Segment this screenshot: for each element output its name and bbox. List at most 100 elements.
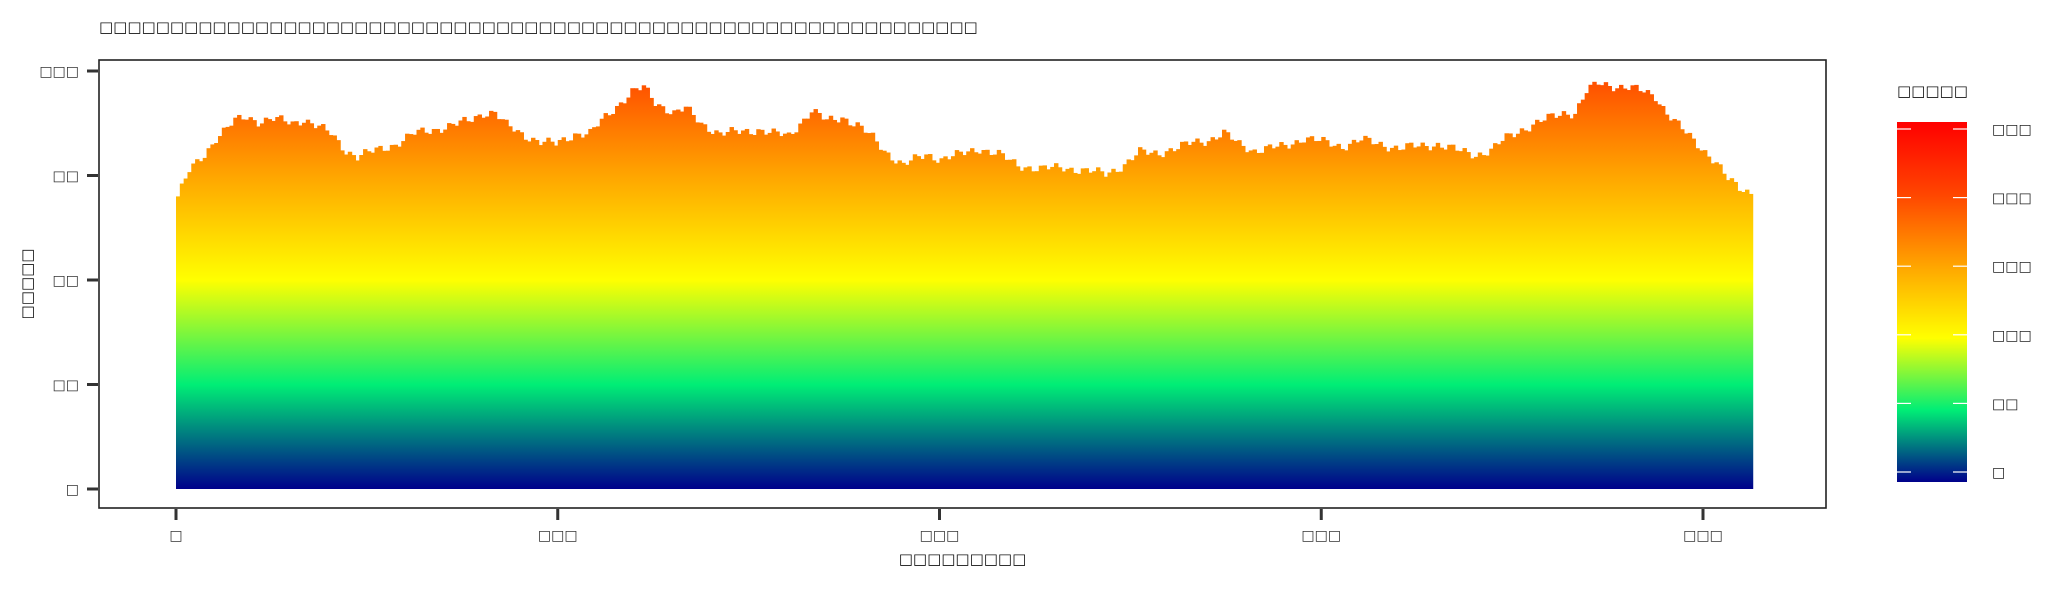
bar xyxy=(760,129,765,489)
bar xyxy=(1069,167,1074,490)
bar xyxy=(1325,140,1330,490)
bar xyxy=(1046,169,1051,489)
bar xyxy=(1260,152,1265,489)
bar xyxy=(1405,143,1410,489)
bar xyxy=(523,139,528,489)
bar xyxy=(1218,137,1223,490)
bar xyxy=(263,117,269,489)
bar xyxy=(1294,140,1299,489)
bar xyxy=(179,183,185,489)
bar xyxy=(1340,148,1345,489)
bar xyxy=(1439,147,1445,490)
bar xyxy=(1725,180,1731,489)
bar xyxy=(794,132,799,489)
bar xyxy=(1004,159,1009,490)
bar xyxy=(1336,143,1341,489)
y-axis: □□□□□□□□□□ xyxy=(39,64,98,498)
bar xyxy=(786,132,792,489)
bar xyxy=(191,163,196,489)
bar xyxy=(805,118,811,490)
bar xyxy=(886,152,891,489)
colorbar-tick-label: □□ xyxy=(1992,396,2018,412)
bar xyxy=(1054,163,1059,489)
bar xyxy=(1244,152,1250,489)
bar xyxy=(939,158,944,490)
bar xyxy=(1592,81,1597,489)
bar xyxy=(1061,171,1067,489)
bar xyxy=(599,118,605,489)
bar xyxy=(389,144,395,489)
bar xyxy=(195,159,200,490)
bar xyxy=(1496,144,1502,489)
bar xyxy=(301,122,307,490)
bar xyxy=(744,128,750,490)
bar xyxy=(221,127,227,489)
bar xyxy=(546,137,551,490)
bar xyxy=(1458,151,1464,489)
bar xyxy=(1172,151,1177,489)
bar xyxy=(416,129,421,489)
bar xyxy=(351,155,357,489)
bar xyxy=(996,149,1002,490)
bar xyxy=(431,128,437,489)
bar xyxy=(214,143,219,489)
bar xyxy=(1557,115,1563,490)
bar xyxy=(1252,149,1257,489)
bar xyxy=(343,154,349,490)
bar xyxy=(756,129,761,489)
bar xyxy=(1645,90,1651,490)
x-tick-label: □□□ xyxy=(1301,528,1341,544)
bar xyxy=(977,153,983,489)
bar xyxy=(462,116,467,490)
bar xyxy=(1332,145,1338,489)
bar xyxy=(198,161,204,489)
bar xyxy=(458,120,463,489)
bar xyxy=(240,119,246,489)
bar xyxy=(710,133,715,490)
bar xyxy=(1588,84,1593,489)
bar xyxy=(378,145,383,489)
bar xyxy=(1363,135,1368,489)
bar xyxy=(385,150,391,490)
bar xyxy=(447,123,452,489)
bar xyxy=(1351,139,1357,489)
bar xyxy=(1073,172,1078,489)
bar xyxy=(790,133,796,489)
bar xyxy=(1000,153,1005,489)
bar xyxy=(286,124,292,489)
bar xyxy=(1435,142,1441,490)
bar xyxy=(439,132,444,489)
bar xyxy=(889,160,895,490)
bar xyxy=(1271,148,1277,489)
bar xyxy=(1527,131,1532,489)
bar xyxy=(1710,163,1716,490)
bar xyxy=(401,141,406,489)
bar xyxy=(256,126,261,489)
bar xyxy=(1305,137,1311,490)
bar xyxy=(1221,129,1227,489)
bar xyxy=(1237,140,1242,489)
bar xyxy=(1233,140,1238,489)
bar xyxy=(210,144,215,489)
x-axis: □ □□□ □□□ □□□ □□□ xyxy=(169,509,1723,544)
bar xyxy=(1512,137,1517,489)
y-tick-label: □ xyxy=(66,482,79,498)
bar xyxy=(1206,141,1212,490)
bar xyxy=(1141,149,1147,489)
x-tick-label: □□□ xyxy=(538,528,578,544)
bar xyxy=(1733,181,1738,490)
bar xyxy=(519,132,524,490)
bar xyxy=(1164,151,1170,490)
bar xyxy=(1531,124,1536,489)
bar xyxy=(527,141,532,489)
bar xyxy=(1737,190,1742,489)
colorbar-tick-label: □□□ xyxy=(1992,259,2032,275)
bar xyxy=(840,117,845,489)
bar xyxy=(1126,159,1131,489)
bar xyxy=(1275,146,1280,489)
bar xyxy=(1466,152,1471,489)
bar xyxy=(928,154,933,489)
bar xyxy=(603,113,608,489)
bar xyxy=(950,156,956,489)
bar xyxy=(1359,140,1364,489)
